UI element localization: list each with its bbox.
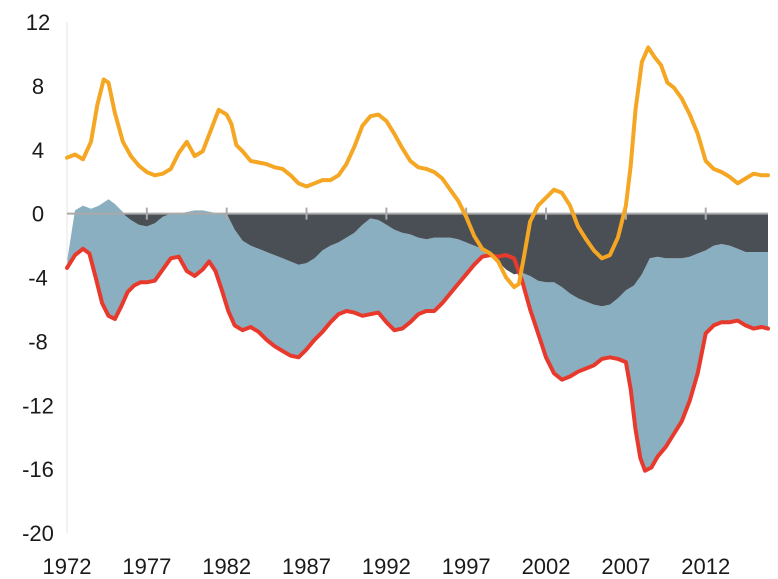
x-tick-labels: 1972 1977 1982 1987 1992 1997 2002 2007 2012 — [43, 554, 731, 579]
x-tick-label: 1987 — [282, 554, 331, 579]
y-tick-label: 12 — [26, 10, 50, 35]
x-tick-label: 1977 — [122, 554, 171, 579]
y-tick-label: -20 — [22, 521, 54, 546]
area-layer — [67, 199, 768, 471]
line-layer — [65, 45, 770, 473]
y-tick-label: -8 — [28, 329, 48, 354]
x-tick-label: 1997 — [442, 554, 491, 579]
x-tick-label: 2012 — [681, 554, 730, 579]
y-tick-labels: 12 8 4 0 -4 -8 -12 -16 -20 — [22, 10, 54, 546]
x-tick-label: 1982 — [202, 554, 251, 579]
y-tick-label: -4 — [28, 266, 48, 291]
x-tick-label: 2002 — [522, 554, 571, 579]
y-tick-label: 8 — [32, 74, 44, 99]
area-series-0 — [67, 199, 768, 471]
x-tick-label: 2007 — [601, 554, 650, 579]
x-tick-label: 1972 — [43, 554, 92, 579]
line-series-3 — [65, 45, 770, 290]
area-series-1 — [67, 213, 768, 307]
y-tick-label: 0 — [32, 202, 44, 227]
y-tick-label: -12 — [22, 393, 54, 418]
x-tick-label: 1992 — [362, 554, 411, 579]
y-tick-label: 4 — [32, 138, 44, 163]
y-tick-label: -16 — [22, 457, 54, 482]
line-series-2 — [65, 246, 770, 473]
axes-layer — [66, 22, 768, 533]
